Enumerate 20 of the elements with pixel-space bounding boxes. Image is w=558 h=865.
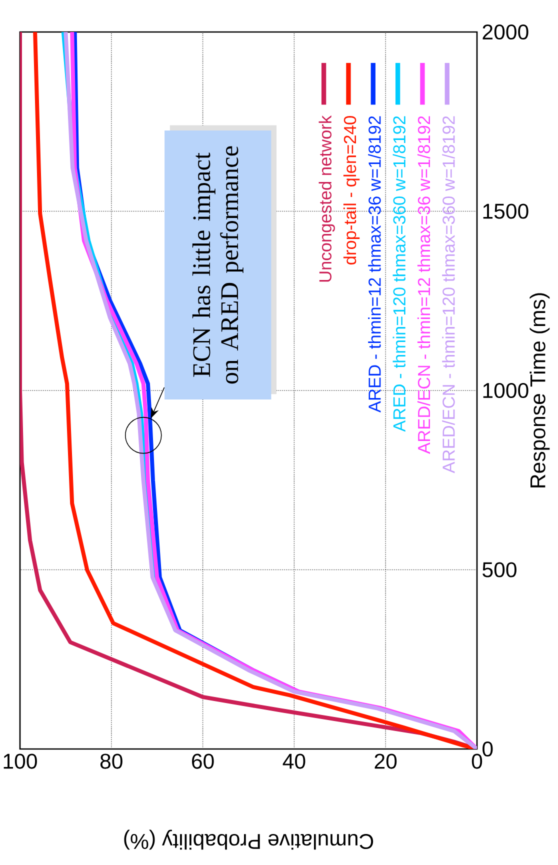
x-axis-title: Cumulative Probability (%) (124, 830, 374, 850)
x-tick-label: 60 (192, 754, 214, 769)
y-tick-label: 2000 (482, 24, 528, 40)
y-axis-title: Response Time (ms) (530, 293, 550, 488)
y-tick-label: 1500 (483, 204, 528, 219)
x-tick-label: 0 (472, 754, 482, 769)
x-tick-label: 40 (282, 754, 306, 769)
text: ARED/ECN - thmin=120 thmax=360 w=1/8192 (442, 116, 455, 474)
text: ARED/ECN - thmin=12 thmax=36 w=1/8192 (417, 116, 430, 454)
text: drop-tail - qlen=240 (343, 116, 360, 264)
text: ARED - thmin=120 thmax=360 w=1/8192 (392, 116, 406, 432)
text: ARED - thmin=12 thmax=36 w=1/8192 (368, 116, 381, 413)
x-tick-label: 20 (374, 754, 397, 769)
y-tick-label: 0 (482, 741, 493, 757)
y-tick-label: 1000 (483, 382, 528, 398)
x-tick-label: 100 (4, 754, 37, 769)
y-tick-label: 500 (482, 562, 516, 578)
x-tick-label: 80 (100, 754, 122, 769)
text: Uncongested network (318, 115, 335, 282)
annotation: ECN has little impact on ARED performance (192, 146, 244, 384)
